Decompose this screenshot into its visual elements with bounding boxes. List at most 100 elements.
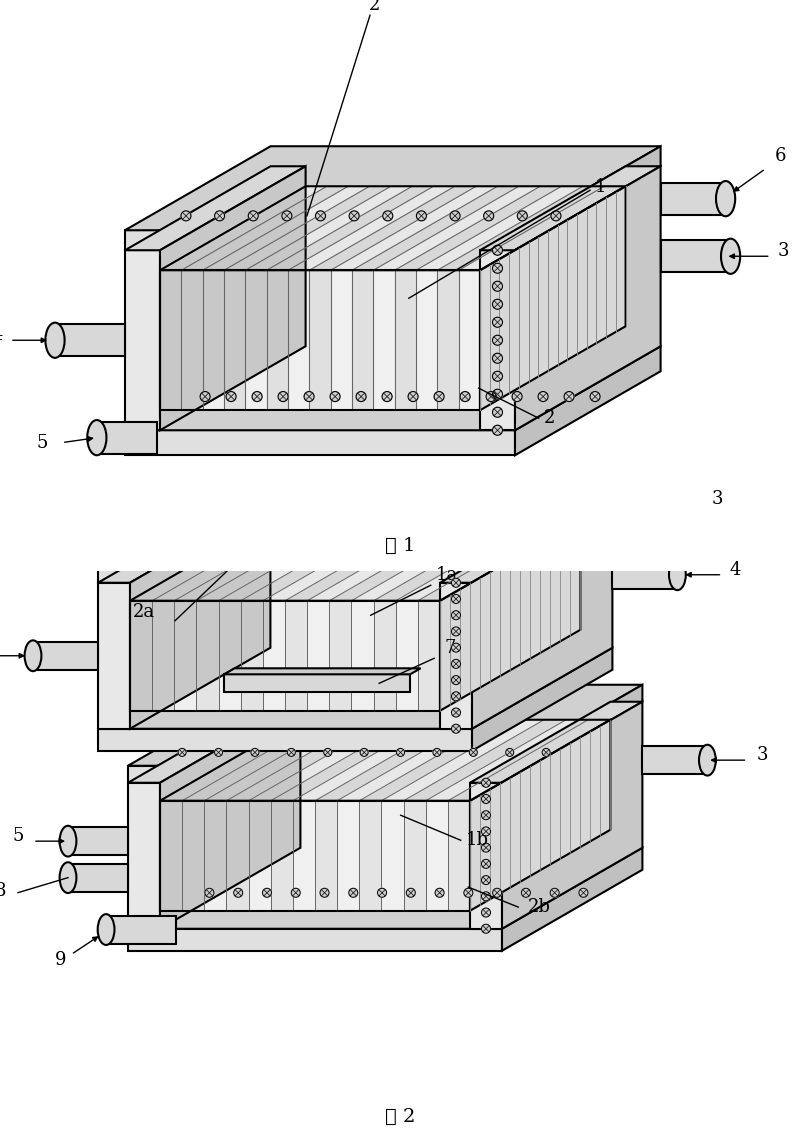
Circle shape bbox=[493, 317, 502, 327]
Polygon shape bbox=[310, 270, 330, 411]
Circle shape bbox=[482, 827, 490, 836]
Circle shape bbox=[200, 391, 210, 402]
Polygon shape bbox=[128, 766, 502, 783]
Circle shape bbox=[378, 889, 386, 897]
Circle shape bbox=[579, 889, 588, 897]
Polygon shape bbox=[293, 720, 455, 801]
Ellipse shape bbox=[59, 863, 77, 893]
Text: 3: 3 bbox=[778, 242, 790, 260]
Polygon shape bbox=[125, 250, 160, 430]
Polygon shape bbox=[125, 346, 661, 430]
Ellipse shape bbox=[669, 559, 686, 590]
Polygon shape bbox=[426, 720, 588, 801]
Text: 1a: 1a bbox=[436, 566, 458, 584]
Polygon shape bbox=[68, 864, 128, 891]
Circle shape bbox=[538, 391, 548, 402]
Polygon shape bbox=[33, 641, 98, 670]
Polygon shape bbox=[330, 520, 492, 601]
Circle shape bbox=[181, 211, 191, 221]
Circle shape bbox=[366, 549, 374, 557]
Circle shape bbox=[315, 211, 326, 221]
Polygon shape bbox=[130, 601, 152, 711]
Circle shape bbox=[493, 245, 502, 256]
Text: 2: 2 bbox=[370, 0, 381, 14]
Circle shape bbox=[214, 748, 222, 756]
Polygon shape bbox=[218, 520, 381, 601]
Polygon shape bbox=[182, 186, 348, 270]
Circle shape bbox=[205, 889, 214, 897]
Polygon shape bbox=[642, 746, 707, 774]
Circle shape bbox=[476, 549, 484, 557]
Circle shape bbox=[252, 391, 262, 402]
Polygon shape bbox=[130, 520, 293, 601]
Ellipse shape bbox=[87, 420, 106, 455]
Ellipse shape bbox=[659, 508, 676, 539]
Polygon shape bbox=[128, 848, 642, 929]
Circle shape bbox=[439, 549, 447, 557]
Polygon shape bbox=[249, 801, 270, 911]
Polygon shape bbox=[202, 186, 370, 270]
Polygon shape bbox=[263, 601, 285, 711]
Circle shape bbox=[382, 391, 392, 402]
Circle shape bbox=[486, 391, 496, 402]
Circle shape bbox=[294, 549, 302, 557]
Circle shape bbox=[382, 211, 393, 221]
Text: 8: 8 bbox=[0, 882, 6, 899]
Text: 2b: 2b bbox=[528, 898, 551, 916]
Text: 3: 3 bbox=[712, 489, 723, 508]
Polygon shape bbox=[224, 270, 246, 411]
Circle shape bbox=[406, 889, 415, 897]
Polygon shape bbox=[270, 801, 293, 911]
Circle shape bbox=[522, 889, 530, 897]
Polygon shape bbox=[285, 520, 447, 601]
Circle shape bbox=[397, 748, 405, 756]
Polygon shape bbox=[440, 583, 472, 729]
Circle shape bbox=[590, 391, 600, 402]
Polygon shape bbox=[315, 801, 337, 911]
Polygon shape bbox=[97, 422, 157, 454]
Polygon shape bbox=[174, 601, 197, 711]
Circle shape bbox=[482, 778, 490, 787]
Polygon shape bbox=[470, 783, 502, 929]
Polygon shape bbox=[515, 346, 661, 455]
Polygon shape bbox=[125, 146, 661, 230]
Circle shape bbox=[493, 281, 502, 291]
Circle shape bbox=[484, 211, 494, 221]
Polygon shape bbox=[68, 827, 128, 855]
Circle shape bbox=[214, 211, 225, 221]
Polygon shape bbox=[152, 520, 314, 601]
Polygon shape bbox=[263, 520, 426, 601]
Polygon shape bbox=[472, 502, 613, 729]
Circle shape bbox=[349, 889, 358, 897]
Circle shape bbox=[451, 626, 461, 636]
Circle shape bbox=[324, 748, 332, 756]
Polygon shape bbox=[472, 648, 613, 751]
Polygon shape bbox=[224, 669, 421, 674]
Polygon shape bbox=[396, 520, 558, 601]
Circle shape bbox=[221, 549, 229, 557]
Polygon shape bbox=[515, 167, 661, 430]
Circle shape bbox=[251, 748, 259, 756]
Text: 图 1: 图 1 bbox=[385, 537, 415, 556]
Polygon shape bbox=[416, 186, 583, 270]
Polygon shape bbox=[438, 186, 604, 270]
Polygon shape bbox=[382, 801, 403, 911]
Polygon shape bbox=[394, 270, 416, 411]
Polygon shape bbox=[374, 270, 394, 411]
Circle shape bbox=[482, 794, 490, 803]
Circle shape bbox=[356, 391, 366, 402]
Polygon shape bbox=[266, 270, 288, 411]
Circle shape bbox=[360, 748, 368, 756]
Circle shape bbox=[258, 549, 266, 557]
Polygon shape bbox=[125, 430, 515, 455]
Polygon shape bbox=[182, 720, 345, 801]
Polygon shape bbox=[330, 270, 352, 411]
Polygon shape bbox=[470, 720, 610, 911]
Text: 1: 1 bbox=[595, 178, 606, 196]
Circle shape bbox=[470, 748, 478, 756]
Polygon shape bbox=[315, 720, 478, 801]
Circle shape bbox=[550, 889, 559, 897]
Ellipse shape bbox=[721, 238, 740, 274]
Polygon shape bbox=[418, 601, 440, 711]
Polygon shape bbox=[351, 601, 374, 711]
